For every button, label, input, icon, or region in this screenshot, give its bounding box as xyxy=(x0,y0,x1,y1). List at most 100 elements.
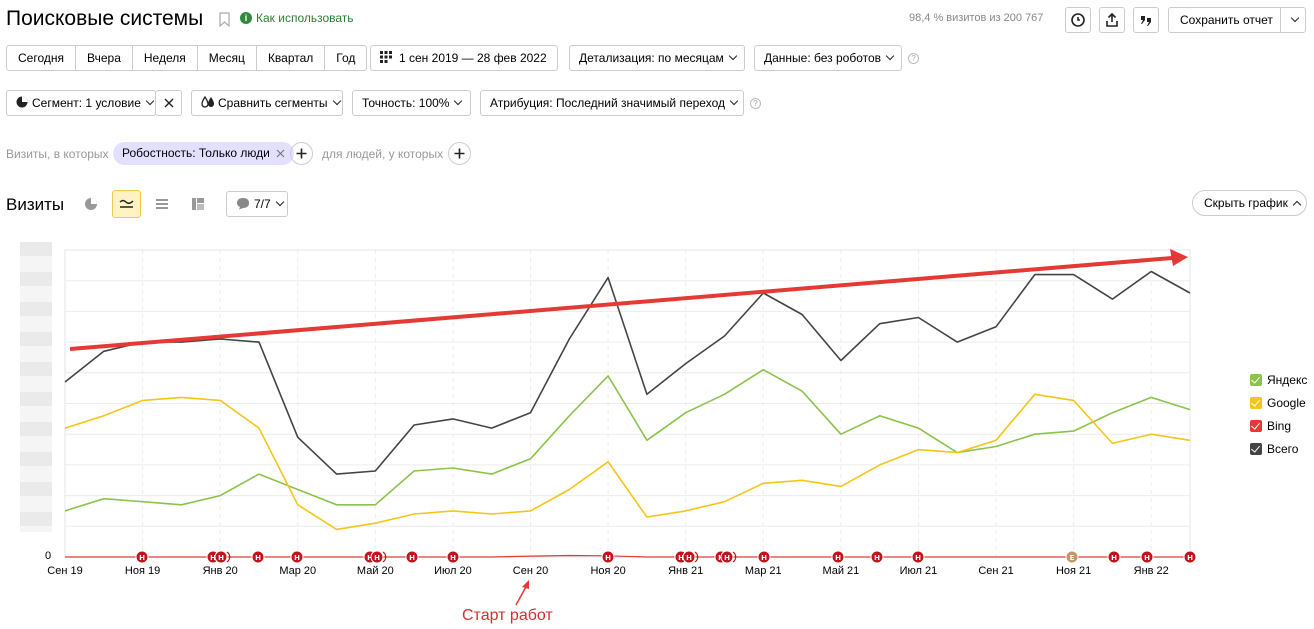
comments-count: 7/7 xyxy=(254,197,271,211)
plus-icon xyxy=(454,148,465,159)
upload-icon xyxy=(1106,12,1118,27)
comment-marker-label: H xyxy=(367,554,373,562)
chevron-down-icon xyxy=(454,96,463,106)
x-tick-label: Сен 21 xyxy=(978,565,1014,577)
comment-marker-label: H xyxy=(718,554,724,562)
comment-marker-n xyxy=(251,550,265,564)
pie-chart-toggle[interactable] xyxy=(80,193,102,215)
history-button[interactable] xyxy=(1065,7,1091,33)
pie-icon xyxy=(16,96,28,108)
trend-arrow xyxy=(69,256,1173,351)
period-yesterday[interactable]: Вчера xyxy=(76,46,133,70)
period-today[interactable]: Сегодня xyxy=(7,46,76,70)
add-people-condition-button[interactable] xyxy=(448,142,471,165)
checkbox-checked-icon xyxy=(1250,397,1262,409)
chevron-down-icon xyxy=(332,96,341,106)
comment-marker-n xyxy=(214,550,228,564)
attribution-dropdown[interactable]: Атрибуция: Последний значимый переход xyxy=(480,90,744,116)
segment-clear-button[interactable] xyxy=(155,90,182,116)
checkbox-checked-icon xyxy=(1250,443,1262,455)
chevron-down-icon[interactable] xyxy=(1290,13,1300,23)
comment-marker-label: H xyxy=(874,554,880,562)
legend-yandex[interactable]: Яндекс xyxy=(1250,373,1307,387)
x-tick-label: Мар 21 xyxy=(744,565,782,577)
legend-total-label: Всего xyxy=(1267,442,1299,456)
period-quarter[interactable]: Квартал xyxy=(257,46,326,70)
accuracy-label: Точность: 100% xyxy=(362,96,450,110)
compare-segments-dropdown[interactable]: Сравнить сегменты xyxy=(191,90,343,116)
detail-dropdown[interactable]: Детализация: по месяцам xyxy=(569,45,745,71)
page-title: Поисковые системы xyxy=(6,7,204,30)
segment-dropdown[interactable]: Сегмент: 1 условие xyxy=(6,90,156,116)
stacked-area-icon xyxy=(156,199,168,209)
chevron-down-icon xyxy=(275,197,284,207)
area-chart-toggle[interactable] xyxy=(151,193,173,215)
comment-marker-n xyxy=(720,550,734,564)
help-icon[interactable]: ? xyxy=(908,53,919,64)
legend-yandex-label: Яндекс xyxy=(1267,373,1308,387)
export-button[interactable] xyxy=(1099,7,1125,33)
x-tick-label: Сен 19 xyxy=(47,565,83,577)
data-filter-dropdown[interactable]: Данные: без роботов xyxy=(754,45,902,71)
comment-marker-e xyxy=(1065,550,1079,564)
period-year[interactable]: Год xyxy=(336,51,356,65)
accuracy-dropdown[interactable]: Точность: 100% xyxy=(352,90,471,116)
close-icon xyxy=(164,98,173,108)
comment-marker-n xyxy=(405,550,419,564)
y-axis-labels-blurred xyxy=(20,242,52,532)
period-month[interactable]: Месяц xyxy=(198,46,257,70)
comments-dropdown[interactable]: 7/7 xyxy=(226,191,288,217)
comment-marker-n xyxy=(911,550,925,564)
comment-marker-label: H xyxy=(915,554,921,562)
comment-marker-n xyxy=(601,550,615,564)
line-chart-toggle[interactable] xyxy=(112,190,141,218)
legend-bing-label: Bing xyxy=(1267,419,1292,433)
date-range-button[interactable]: 1 сен 2019 — 28 фев 2022 xyxy=(370,45,558,71)
chevron-down-icon xyxy=(729,96,739,106)
legend-total[interactable]: Всего xyxy=(1250,442,1298,456)
trend-arrow-head xyxy=(1170,249,1188,266)
date-range-label: 1 сен 2019 — 28 фев 2022 xyxy=(399,51,547,65)
share-button[interactable] xyxy=(1133,7,1159,33)
legend-google[interactable]: Google xyxy=(1250,396,1306,410)
comment-marker-n xyxy=(682,550,696,564)
comment-marker-n xyxy=(1183,550,1197,564)
add-condition-button[interactable] xyxy=(290,142,313,165)
legend-bing[interactable]: Bing xyxy=(1250,419,1291,433)
info-icon: i xyxy=(240,12,252,24)
chevron-up-icon xyxy=(1292,200,1302,210)
period-week[interactable]: Неделя xyxy=(133,46,198,70)
comment-marker-n xyxy=(370,550,384,564)
comment-marker-n xyxy=(870,550,884,564)
close-icon[interactable] xyxy=(276,149,285,158)
comment-marker-n xyxy=(290,550,304,564)
filter-chip[interactable]: Робостность: Только люди xyxy=(113,142,294,165)
chevron-down-icon xyxy=(728,51,738,61)
visits-info: 98,4 % визитов из 200 767 xyxy=(909,12,1044,24)
series-line-total xyxy=(64,270,1191,475)
x-tick-label: Янв 20 xyxy=(202,565,238,577)
y-tick-zero: 0 xyxy=(45,550,52,562)
save-report-button[interactable]: Сохранить отчет xyxy=(1168,7,1306,33)
comment-stack-mark xyxy=(382,551,387,563)
start-work-annotation: Старт работ xyxy=(462,607,553,624)
comment-marker-label: H xyxy=(409,554,415,562)
comment-marker-label: H xyxy=(605,554,611,562)
comment-marker-label: H xyxy=(218,554,224,562)
people-where-label: для людей, у которых xyxy=(322,147,444,161)
comment-marker-label: H xyxy=(374,554,380,562)
comment-marker-n xyxy=(674,550,688,564)
x-tick-label: Ноя 20 xyxy=(590,565,626,577)
how-to-use-link[interactable]: Как использовать xyxy=(256,11,354,25)
hide-chart-button[interactable]: Скрыть график xyxy=(1192,190,1307,216)
bar-chart-toggle[interactable] xyxy=(187,193,209,215)
bookmark-icon[interactable] xyxy=(219,12,230,28)
checkbox-checked-icon xyxy=(1250,374,1262,386)
compare-label: Сравнить сегменты xyxy=(218,96,328,110)
help-icon[interactable]: ? xyxy=(750,98,761,109)
calendar-icon xyxy=(380,51,392,63)
annotation-arrow xyxy=(515,584,528,606)
clock-icon xyxy=(1071,13,1085,27)
drops-icon xyxy=(201,95,214,108)
x-tick-label: Июл 21 xyxy=(899,565,938,577)
